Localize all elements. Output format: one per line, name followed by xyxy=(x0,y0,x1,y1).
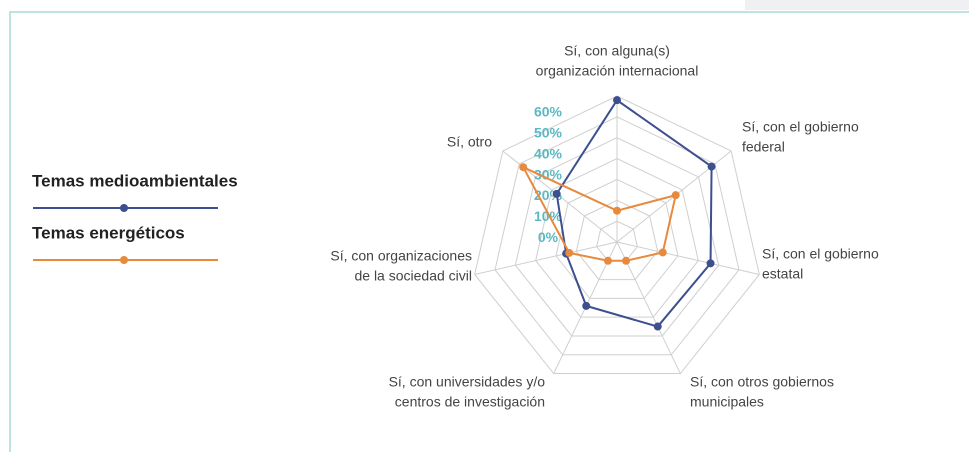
category-label: Sí, con alguna(s) xyxy=(564,43,670,59)
tick: 50% xyxy=(534,125,563,141)
grid-ring xyxy=(494,116,740,356)
tick: 30% xyxy=(534,166,563,182)
point xyxy=(622,256,631,265)
grid-ring xyxy=(555,178,679,299)
point xyxy=(671,191,680,200)
point xyxy=(613,206,621,215)
point xyxy=(565,248,574,257)
category-label: Sí, con el gobierno xyxy=(742,119,859,135)
point xyxy=(519,163,528,172)
point xyxy=(552,189,561,198)
category-label: organización internacional xyxy=(536,63,699,79)
point xyxy=(653,322,662,331)
tick: 0% xyxy=(538,229,559,245)
legend-label: Temas energéticos xyxy=(32,223,185,242)
point xyxy=(658,248,667,257)
grid-ring xyxy=(535,158,699,318)
frame xyxy=(9,11,969,452)
point xyxy=(707,162,716,171)
tick: 60% xyxy=(534,104,563,120)
point xyxy=(706,259,715,268)
point xyxy=(603,256,612,265)
series-line xyxy=(555,98,713,328)
grid-ring xyxy=(514,137,720,337)
category-label: Sí, con organizaciones xyxy=(330,248,472,264)
grid-ring xyxy=(474,95,760,375)
spoke xyxy=(474,241,618,275)
series-line xyxy=(520,165,678,262)
category-label: estatal xyxy=(762,266,803,282)
legend-label: Temas medioambientales xyxy=(32,171,238,190)
legend-dot xyxy=(120,256,128,264)
point xyxy=(582,301,591,310)
category-label: de la sociedad civil xyxy=(354,268,472,284)
spoke xyxy=(616,241,760,275)
category-label: municipales xyxy=(690,394,764,410)
top-bar xyxy=(745,0,969,10)
point xyxy=(613,96,621,105)
legend-dot xyxy=(120,204,128,212)
category-label: Sí, otro xyxy=(447,134,492,150)
category-label: federal xyxy=(742,139,785,155)
category-label: Sí, con otros gobiernos xyxy=(690,374,834,390)
grid-ring xyxy=(575,199,659,281)
category-label: Sí, con el gobierno xyxy=(762,246,879,262)
tick: 40% xyxy=(534,145,563,161)
category-label: centros de investigación xyxy=(395,394,545,410)
category-label: Sí, con universidades y/o xyxy=(389,374,546,390)
